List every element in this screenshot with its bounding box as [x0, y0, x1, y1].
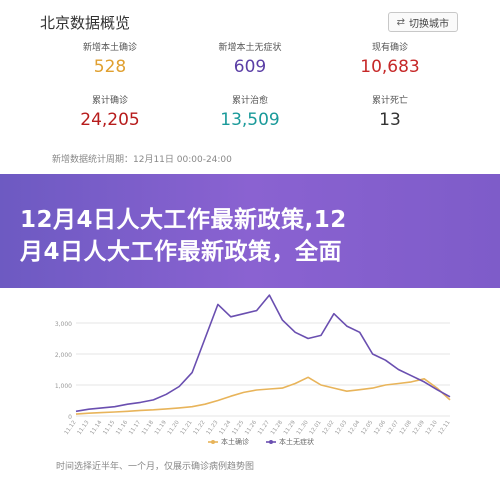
x-tick-label: 12.10	[425, 419, 439, 436]
x-tick-label: 11.28	[270, 419, 284, 436]
stats-grid: 新增本土确诊 528 新增本土无症状 609 现有确诊 10,683 累计确诊 …	[40, 40, 460, 146]
x-tick-label: 11.14	[89, 419, 103, 436]
stat-total-deaths: 累计死亡 13	[320, 93, 460, 130]
bottom-note: 时间选择近半年、一个月，仅展示确诊病例趋势图	[56, 462, 255, 472]
stat-current-confirmed: 现有确诊 10,683	[320, 40, 460, 77]
stat-label: 新增本土无症状	[218, 43, 282, 53]
stat-new-local-confirmed: 新增本土确诊 528	[40, 40, 180, 77]
stat-value: 24,205	[80, 110, 140, 130]
x-tick-label: 11.22	[193, 420, 207, 436]
x-tick-label: 11.29	[283, 419, 297, 436]
x-tick-label: 11.20	[167, 419, 181, 436]
stat-value: 528	[93, 57, 127, 77]
stat-label: 累计治愈	[231, 96, 268, 106]
x-tick-label: 12.01	[309, 420, 323, 436]
x-tick-label: 12.06	[373, 419, 387, 436]
stat-total-cured: 累计治愈 13,509	[180, 93, 320, 130]
switch-city-label: 切换城市	[409, 18, 449, 30]
x-tick-label: 11.17	[128, 419, 142, 436]
x-tick-label: 12.09	[412, 419, 426, 436]
legend-marker	[211, 440, 215, 444]
legend-marker	[269, 440, 273, 444]
legend-label: 本土无症状	[279, 437, 314, 446]
page-title: 北京数据概览	[40, 14, 131, 32]
stat-label: 累计死亡	[371, 96, 408, 106]
x-tick-label: 11.25	[231, 419, 245, 436]
x-tick-label: 12.03	[335, 419, 349, 436]
overview-header: 北京数据概览 ⇄ 切换城市	[40, 8, 460, 38]
period-note: 新增数据统计周期：12月11日 00:00-24:00	[52, 155, 232, 165]
stats-row: 新增本土确诊 528 新增本土无症状 609 现有确诊 10,683	[40, 40, 460, 77]
x-tick-label: 12.08	[399, 419, 413, 436]
headline-line-1: 12月4日人大工作最新政策,12	[20, 207, 347, 233]
stats-row: 累计确诊 24,205 累计治愈 13,509 累计死亡 13	[40, 93, 460, 130]
stat-value: 13,509	[220, 110, 280, 130]
y-tick-label: 0	[68, 414, 72, 421]
headline-line-2: 月4日人大工作最新政策，全面	[20, 239, 343, 265]
x-tick-label: 12.04	[347, 419, 361, 436]
headline-banner: 12月4日人大工作最新政策,12 月4日人大工作最新政策，全面	[0, 174, 500, 288]
switch-city-button[interactable]: ⇄ 切换城市	[387, 12, 458, 32]
x-tick-label: 11.27	[257, 419, 271, 436]
swap-icon: ⇄	[396, 16, 405, 28]
x-tick-label: 11.19	[154, 419, 168, 436]
stat-value: 10,683	[360, 57, 420, 77]
stat-value: 13	[379, 110, 401, 130]
x-tick-label: 12.05	[360, 419, 374, 436]
stat-label: 累计确诊	[91, 96, 128, 106]
trend-chart: 01,0002,0003,00011.1211.1311.1411.1511.1…	[55, 294, 452, 446]
stat-label: 新增本土确诊	[82, 43, 137, 53]
x-tick-label: 11.21	[180, 420, 194, 436]
stat-label: 现有确诊	[371, 43, 408, 53]
y-tick-label: 3,000	[55, 321, 72, 328]
x-tick-label: 11.26	[244, 419, 258, 436]
stat-new-local-asymptomatic: 新增本土无症状 609	[180, 40, 320, 77]
x-tick-label: 11.24	[218, 419, 232, 436]
x-tick-label: 11.16	[115, 419, 129, 436]
x-tick-label: 12.02	[322, 420, 336, 436]
legend-label: 本土确诊	[221, 437, 249, 446]
x-tick-label: 11.23	[206, 419, 220, 436]
x-tick-label: 11.30	[296, 419, 310, 436]
y-tick-label: 2,000	[55, 352, 72, 359]
x-tick-label: 12.11	[438, 420, 452, 436]
stat-value: 609	[233, 57, 267, 77]
x-tick-label: 11.12	[64, 420, 78, 436]
x-tick-label: 12.07	[386, 419, 400, 436]
series-line-2	[75, 294, 451, 413]
x-tick-label: 11.18	[141, 419, 155, 436]
series-line-1	[75, 376, 451, 415]
stat-total-confirmed: 累计确诊 24,205	[40, 93, 180, 130]
x-tick-label: 11.13	[77, 419, 91, 436]
x-tick-label: 11.15	[102, 419, 116, 436]
y-tick-label: 1,000	[55, 383, 72, 390]
